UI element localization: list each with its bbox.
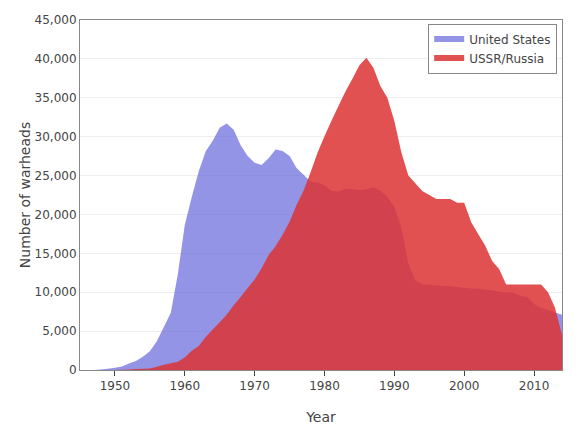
svg-text:1980: 1980	[309, 379, 340, 393]
svg-text:45,000: 45,000	[35, 13, 77, 27]
svg-text:40,000: 40,000	[35, 52, 77, 66]
svg-text:0: 0	[69, 363, 77, 377]
svg-text:10,000: 10,000	[35, 285, 77, 299]
svg-text:2000: 2000	[449, 379, 480, 393]
svg-text:5,000: 5,000	[42, 324, 76, 338]
svg-text:1990: 1990	[379, 379, 410, 393]
svg-text:1970: 1970	[239, 379, 270, 393]
svg-text:1960: 1960	[170, 379, 201, 393]
svg-text:United States: United States	[469, 33, 550, 47]
svg-text:15,000: 15,000	[35, 247, 77, 261]
svg-text:Number of warheads: Number of warheads	[17, 122, 33, 268]
svg-text:USSR/Russia: USSR/Russia	[469, 52, 544, 66]
svg-text:2010: 2010	[519, 379, 550, 393]
svg-text:Year: Year	[305, 409, 336, 425]
svg-text:1950: 1950	[100, 379, 131, 393]
svg-text:35,000: 35,000	[35, 91, 77, 105]
svg-text:20,000: 20,000	[35, 208, 77, 222]
svg-text:25,000: 25,000	[35, 169, 77, 183]
svg-text:30,000: 30,000	[35, 130, 77, 144]
